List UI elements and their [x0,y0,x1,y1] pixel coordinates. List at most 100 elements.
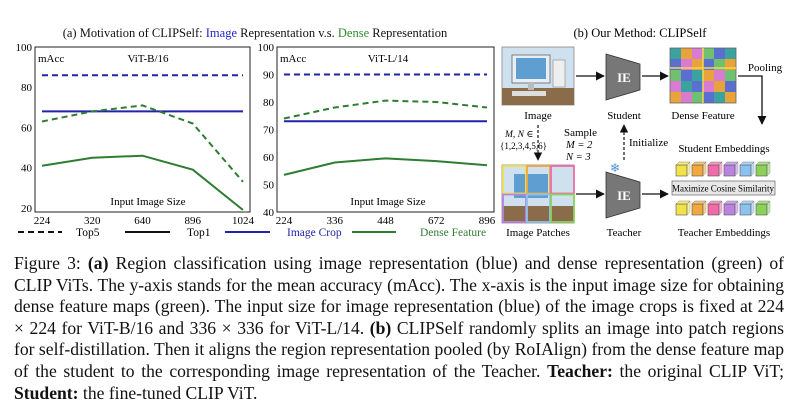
title-part-dense: Dense [338,26,370,40]
chart-frame [276,46,495,213]
chart-vit-b16: 20 40 60 80 100 224 320 640 896 1024 mAcc ViT-B/… [16,42,255,227]
embedding-cube [755,203,768,216]
x-axis-label: Input Image Size [110,196,185,208]
y-tick-label: 40 [21,163,33,175]
dense-cell [714,81,725,92]
embedding-cube [723,164,736,177]
y-tick-label: 70 [263,125,275,137]
embedding-cube [739,164,752,177]
embedding-cube-side [686,200,691,216]
dense-cell [670,59,681,70]
dense-cell [703,70,714,81]
title-part: Representation v.s. [237,26,338,40]
y-tick-labels: 20 40 60 80 100 [16,42,33,215]
panel-b-title: (b) Our Method: CLIPSelf [574,26,708,40]
embedding-cube-side [718,161,723,177]
dense-cell [692,48,703,59]
mn-set-line2: {1,2,3,4,5,6} [500,141,547,151]
legend-label-top5: Top5 [76,227,100,239]
caption-a-text: Region classification using image repres… [14,253,785,338]
caption-teacher-term: Teacher: [547,360,613,381]
y-tick-label: 50 [263,180,275,192]
caption-fig-label: Figure 3: [14,253,88,273]
chart-series [283,73,488,176]
image-patches [501,164,575,224]
dense-cell [670,70,681,81]
dense-feature-top1-line [41,154,244,211]
embedding-cube-side [734,200,739,216]
mn-set-line1: M, N ∈ [504,130,533,140]
dense-cell [725,48,736,59]
dense-feature-label: Dense Feature [671,110,734,122]
embedding-cube [739,203,752,216]
y-tick-label: 40 [263,207,275,219]
x-tick-labels: 224 320 640 896 1024 [34,215,255,227]
caption-a-marker: (a) [87,253,109,273]
initialize-label: Initialize [629,137,668,149]
caption-student-term: Student: [14,382,79,403]
image-patches-label: Image Patches [506,227,570,239]
caption-b-text: CLIPSelf randomly splits an image into p… [14,317,784,381]
embedding-cube [691,203,704,216]
dense-cell [714,92,725,103]
x-axis-label: Input Image Size [350,196,425,208]
caption-b-marker: (b) [369,317,392,338]
patch-region [526,193,551,223]
y-tick-label: 100 [258,42,275,54]
chart-series [41,74,244,211]
dense-cell [692,59,703,70]
embedding-cube-side [702,161,707,177]
embedding-cube-side [702,200,707,216]
m-value: M = 2 [565,140,593,151]
patch-region [502,165,527,195]
dense-feature-map [669,47,737,104]
n-value: N = 3 [565,152,591,163]
panel-a-title: (a) Motivation of CLIPSelf: Image Repres… [63,26,448,40]
x-tick-labels: 224 336 448 672 896 [276,215,496,227]
embedding-cube-side [766,200,771,216]
dense-feature-top1-line [283,157,488,176]
legend-label-top1: Top1 [187,227,211,239]
x-tick-label: 640 [134,215,151,227]
embedding-cube [723,203,736,216]
dense-cell [681,70,692,81]
dense-cell [692,81,703,92]
student-label: Student [607,110,641,122]
teacher-encoder-label: IE [617,188,631,203]
dense-cell [714,59,725,70]
dense-cell [703,59,714,70]
dense-cell [692,70,703,81]
dense-cell [714,70,725,81]
dense-cell [703,48,714,59]
embedding-cube [755,164,768,177]
dense-cell [714,48,725,59]
dense-cell [681,92,692,103]
sample-label: Sample [564,127,597,139]
student-encoder-label: IE [617,70,631,85]
embedding-cube-side [750,161,755,177]
dense-cell [692,92,703,103]
title-part-image: Image [206,26,238,40]
chart-title: ViT-B/16 [127,53,169,65]
dense-cell [681,48,692,59]
y-tick-labels: 40 50 60 70 80 90 100 [258,42,275,219]
dense-cell [725,70,736,81]
maximize-box [671,180,776,196]
dense-cell [670,92,681,103]
patch-region [526,165,551,195]
dense-cell [725,81,736,92]
teacher-encoder-icon [605,171,641,219]
patch-region [550,165,575,195]
dense-cell [670,48,681,59]
x-tick-label: 672 [428,215,445,227]
dense-feature-top5-line [283,99,488,120]
chart-frame [34,46,251,213]
legend-label-dense: Dense Feature [420,227,486,239]
x-tick-label: 448 [377,215,394,227]
embedding-cube [675,164,688,177]
patch-region [550,193,575,223]
legend-label-image-crop: Image Crop [287,227,342,239]
x-tick-label: 896 [479,215,496,227]
chart-vit-l14: 40 50 60 70 80 90 100 224 336 448 672 896 mAcc ViT… [258,42,496,227]
dense-feature-top5-line [41,104,244,183]
